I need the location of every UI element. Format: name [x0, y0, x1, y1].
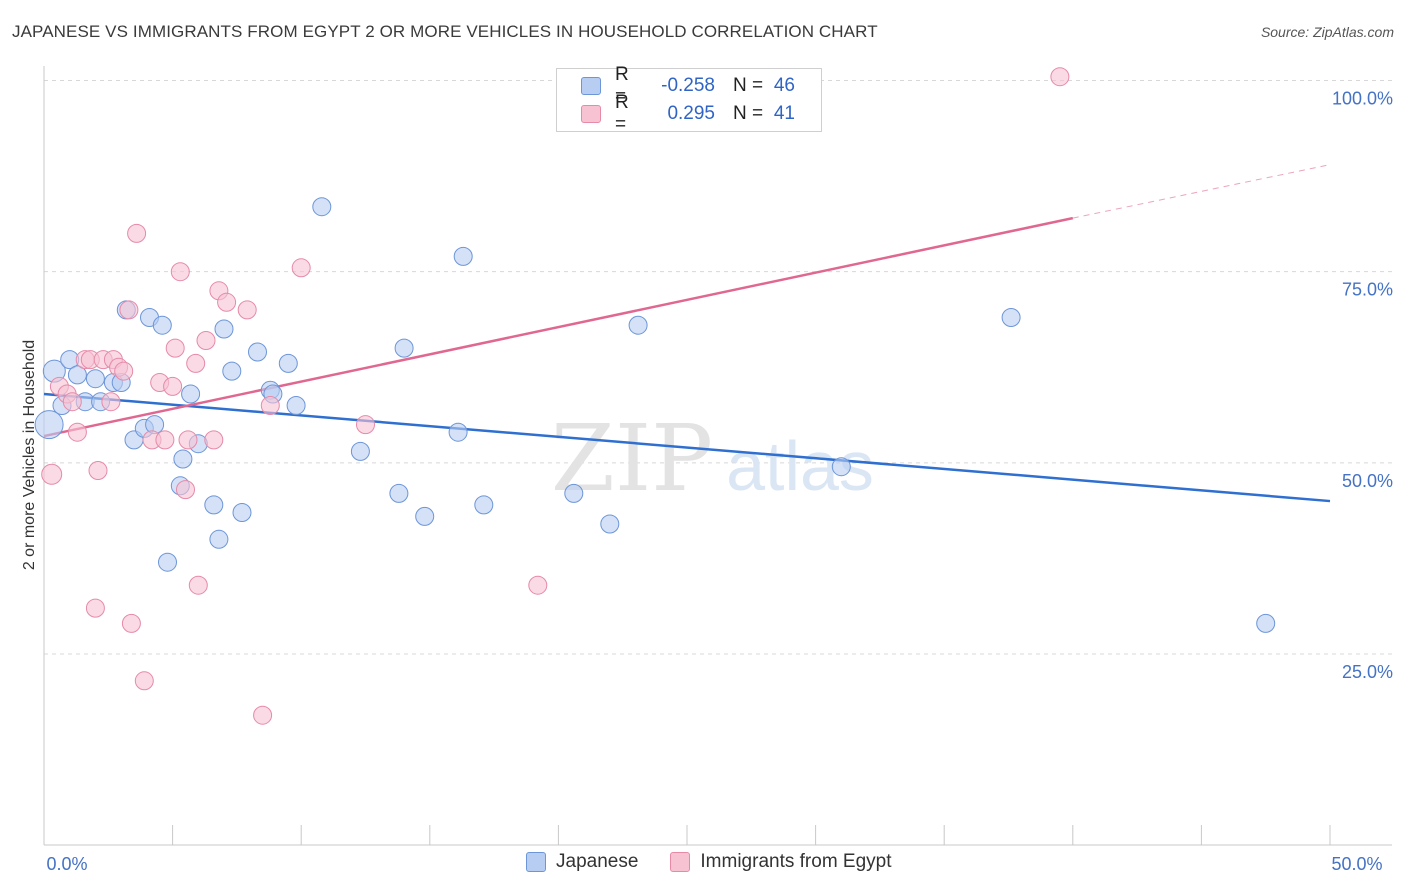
egypt-point: [260, 396, 280, 415]
r-label: R =: [615, 92, 629, 135]
egypt-point: [85, 598, 105, 618]
r-value: -0.258: [661, 75, 715, 96]
japanese-swatch: [581, 77, 601, 95]
egypt-point: [101, 392, 121, 412]
japanese-point: [474, 495, 494, 515]
egypt-point: [1050, 67, 1070, 87]
n-value: 46: [773, 75, 795, 96]
japanese-point: [415, 506, 435, 526]
egypt-point: [253, 705, 273, 725]
egypt-point: [114, 361, 134, 381]
egypt-point: [176, 480, 195, 500]
japanese-point: [628, 315, 648, 335]
egypt-point: [165, 338, 185, 358]
japanese-trend-line: [43, 392, 1331, 503]
n-label: N =: [733, 75, 764, 96]
egypt-point: [67, 422, 87, 442]
japanese-point: [278, 353, 298, 373]
japanese-point: [453, 246, 473, 266]
japanese-point: [389, 483, 409, 503]
egypt-point: [170, 262, 190, 282]
japanese-point: [158, 552, 177, 572]
japanese-point: [67, 365, 87, 385]
watermark-atlas: atlas: [726, 427, 874, 505]
y-tick-label: 75.0%: [1342, 280, 1393, 300]
legend-label: Japanese: [556, 851, 639, 872]
legend-label: Immigrants from Egypt: [700, 851, 892, 872]
egypt-point: [237, 300, 257, 320]
chart-title: JAPANESE VS IMMIGRANTS FROM EGYPT 2 OR M…: [12, 22, 878, 41]
japanese-point: [209, 529, 229, 549]
egypt-trend-extension: [1072, 164, 1331, 219]
source-label: Source: ZipAtlas.com: [1260, 24, 1394, 40]
egypt-point: [155, 430, 175, 450]
egypt-point: [121, 613, 141, 633]
egypt-point: [62, 392, 82, 412]
legend-row-japanese: R = -0.258 N = 46: [581, 64, 795, 107]
japanese-point: [152, 315, 172, 335]
egypt-point: [163, 376, 183, 396]
r-label: R =: [615, 64, 629, 107]
japanese-point: [350, 441, 370, 461]
series-legend: Japanese Immigrants from Egypt: [526, 851, 924, 873]
japanese-point: [394, 338, 414, 358]
n-label: N =: [733, 103, 764, 124]
correlation-legend: R = -0.258 N = 46 R = 0.295 N = 41: [556, 64, 822, 135]
axis-labels: 25.0% 50.0% 75.0% 100.0% 0.0% 50.0% 2 or more …: [21, 89, 1393, 875]
n-value: 41: [773, 103, 795, 124]
watermark: ZIP atlas: [551, 405, 874, 512]
axes: [43, 66, 1392, 846]
egypt-point: [217, 292, 237, 312]
egypt-point: [88, 461, 108, 480]
japanese-point: [204, 495, 224, 515]
r-value: 0.295: [667, 103, 715, 124]
egypt-point: [356, 415, 375, 435]
japanese-point: [1256, 613, 1276, 633]
japanese-point: [1001, 308, 1021, 327]
legend-row-egypt: R = 0.295 N = 41: [581, 92, 795, 135]
x-tick-label: 0.0%: [46, 854, 87, 874]
egypt-trend-line: [43, 216, 1074, 438]
y-tick-label: 50.0%: [1342, 471, 1393, 491]
japanese-point: [600, 514, 620, 534]
egypt-point: [291, 258, 311, 278]
japanese-point: [232, 503, 252, 522]
japanese-point: [85, 369, 105, 389]
japanese-point: [181, 384, 201, 404]
egypt-point: [134, 671, 154, 691]
egypt-point: [41, 463, 63, 485]
egypt-swatch: [670, 852, 691, 872]
japanese-point: [222, 361, 242, 381]
y-axis-label: 2 or more Vehicles in Household: [21, 340, 38, 570]
legend-item-egypt: Immigrants from Egypt: [670, 851, 892, 873]
egypt-point: [196, 331, 216, 350]
japanese-point: [448, 422, 468, 442]
egypt-point: [186, 353, 206, 373]
egypt-point: [127, 223, 147, 243]
egypt-swatch: [581, 105, 601, 123]
data-points: [34, 67, 1276, 725]
egypt-point: [119, 300, 139, 320]
y-tick-label: 100.0%: [1332, 89, 1393, 109]
x-tick-label: 50.0%: [1331, 854, 1382, 874]
egypt-point: [178, 430, 198, 450]
egypt-point: [204, 430, 224, 450]
japanese-point: [34, 410, 64, 440]
egypt-point: [528, 575, 548, 595]
japanese-swatch: [526, 852, 546, 872]
japanese-point: [173, 449, 193, 469]
japanese-point: [312, 197, 332, 217]
gridlines: [44, 80, 1392, 655]
egypt-point: [188, 575, 208, 595]
japanese-point: [214, 319, 234, 339]
japanese-point: [248, 342, 267, 362]
y-tick-label: 25.0%: [1342, 662, 1393, 682]
trend-lines: [43, 164, 1331, 503]
japanese-point: [286, 396, 306, 415]
japanese-point: [564, 483, 584, 503]
legend-item-japanese: Japanese: [526, 851, 638, 873]
japanese-point: [831, 457, 851, 477]
